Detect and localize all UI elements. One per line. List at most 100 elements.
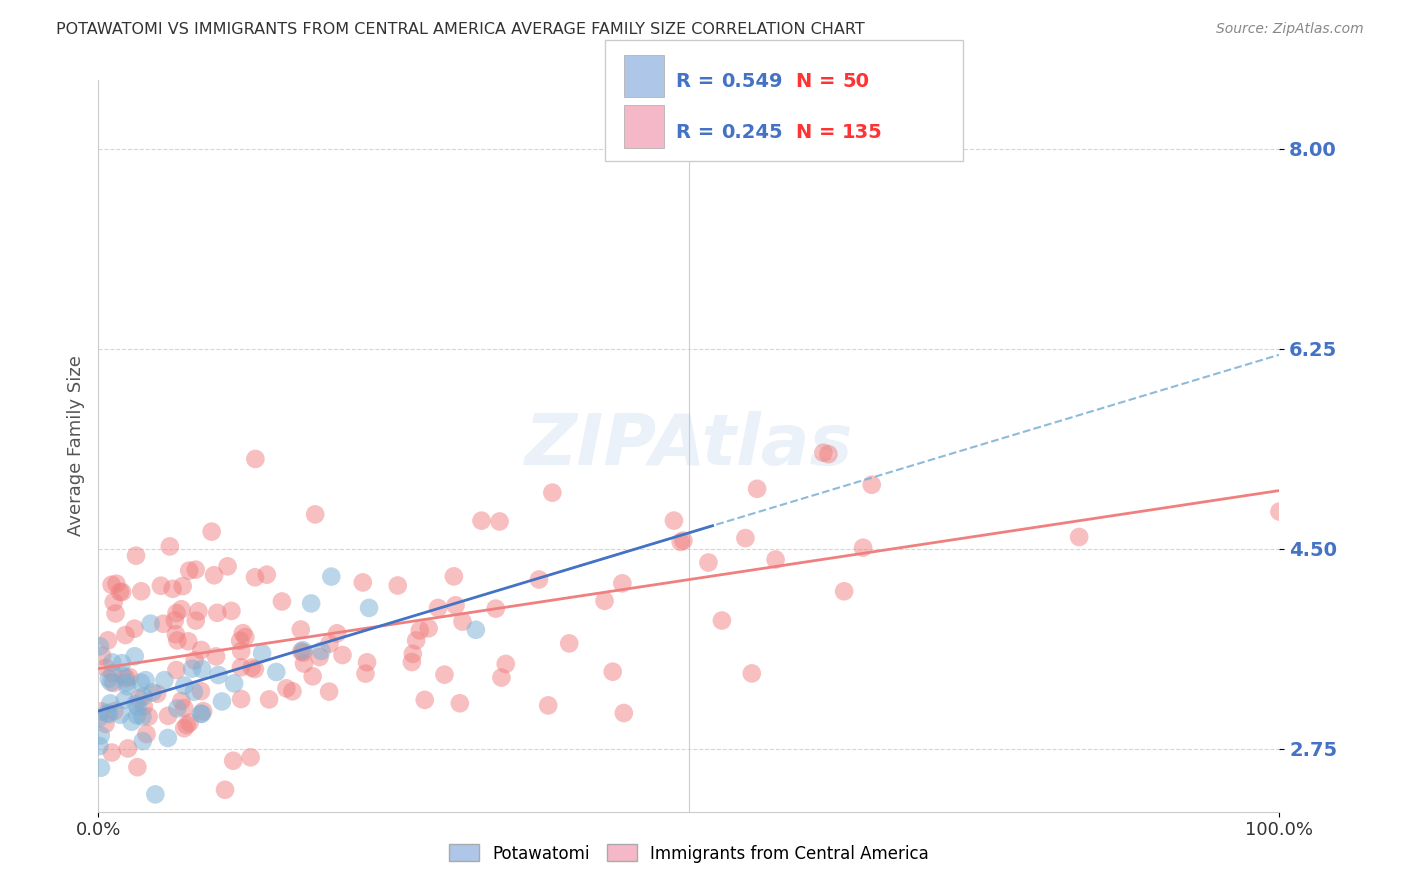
Text: 0.549: 0.549	[721, 72, 783, 91]
Point	[451, 615, 474, 629]
Point	[537, 698, 560, 713]
Point	[205, 649, 228, 664]
Point	[281, 684, 304, 698]
Point	[433, 667, 456, 681]
Point	[114, 628, 136, 642]
Point	[183, 685, 205, 699]
Point	[165, 663, 187, 677]
Point	[558, 636, 581, 650]
Point	[427, 601, 450, 615]
Point	[193, 704, 215, 718]
Point	[207, 668, 229, 682]
Point	[170, 694, 193, 708]
Point	[301, 669, 323, 683]
Point	[491, 671, 513, 685]
Point	[90, 728, 112, 742]
Point	[231, 644, 253, 658]
Point	[229, 633, 252, 648]
Point	[173, 721, 195, 735]
Point	[139, 616, 162, 631]
Point	[132, 734, 155, 748]
Point	[162, 582, 184, 596]
Point	[190, 684, 212, 698]
Point	[129, 675, 152, 690]
Point	[115, 671, 138, 685]
Point	[221, 604, 243, 618]
Point	[100, 746, 122, 760]
Point	[266, 665, 288, 679]
Point	[141, 685, 163, 699]
Point	[541, 485, 564, 500]
Point	[115, 675, 138, 690]
Point	[207, 606, 229, 620]
Point	[1069, 530, 1091, 544]
Point	[449, 696, 471, 710]
Point	[103, 676, 125, 690]
Point	[89, 640, 111, 654]
Text: 0.245: 0.245	[721, 123, 783, 142]
Point	[105, 576, 128, 591]
Point	[100, 578, 122, 592]
Point	[124, 649, 146, 664]
Point	[100, 675, 122, 690]
Point	[222, 754, 245, 768]
Point	[239, 750, 262, 764]
Point	[488, 515, 510, 529]
Point	[734, 531, 756, 545]
Point	[311, 644, 333, 658]
Point	[245, 452, 267, 467]
Point	[124, 698, 146, 712]
Point	[179, 564, 201, 578]
Point	[257, 692, 280, 706]
Point	[90, 704, 112, 718]
Point	[485, 601, 508, 615]
Point	[183, 653, 205, 667]
Text: N =: N =	[796, 123, 842, 142]
Point	[464, 623, 486, 637]
Point	[101, 666, 124, 681]
Point	[131, 709, 153, 723]
Text: 135: 135	[842, 123, 883, 142]
Point	[108, 585, 131, 599]
Text: N =: N =	[796, 72, 842, 91]
Point	[191, 706, 214, 721]
Point	[290, 644, 312, 658]
Point	[179, 715, 201, 730]
Point	[103, 704, 125, 718]
Point	[98, 696, 121, 710]
Point	[184, 614, 207, 628]
Point	[276, 681, 298, 696]
Point	[240, 660, 263, 674]
Point	[593, 594, 616, 608]
Point	[765, 552, 787, 566]
Point	[90, 761, 112, 775]
Point	[101, 656, 124, 670]
Point	[356, 655, 378, 669]
Point	[117, 679, 139, 693]
Y-axis label: Average Family Size: Average Family Size	[66, 356, 84, 536]
Point	[413, 693, 436, 707]
Point	[138, 709, 160, 723]
Point	[163, 613, 186, 627]
Point	[832, 584, 855, 599]
Point	[232, 626, 254, 640]
Point	[321, 569, 343, 583]
Text: 50: 50	[842, 72, 869, 91]
Point	[153, 673, 176, 687]
Point	[159, 540, 181, 554]
Point	[125, 708, 148, 723]
Point	[235, 836, 257, 850]
Point	[613, 706, 636, 720]
Point	[166, 606, 188, 620]
Point	[134, 673, 156, 687]
Point	[697, 556, 720, 570]
Point	[292, 657, 315, 671]
Point	[191, 662, 214, 676]
Point	[166, 701, 188, 715]
Point	[405, 633, 427, 648]
Point	[91, 648, 114, 663]
Point	[354, 666, 377, 681]
Point	[127, 760, 149, 774]
Point	[612, 576, 634, 591]
Point	[271, 594, 294, 608]
